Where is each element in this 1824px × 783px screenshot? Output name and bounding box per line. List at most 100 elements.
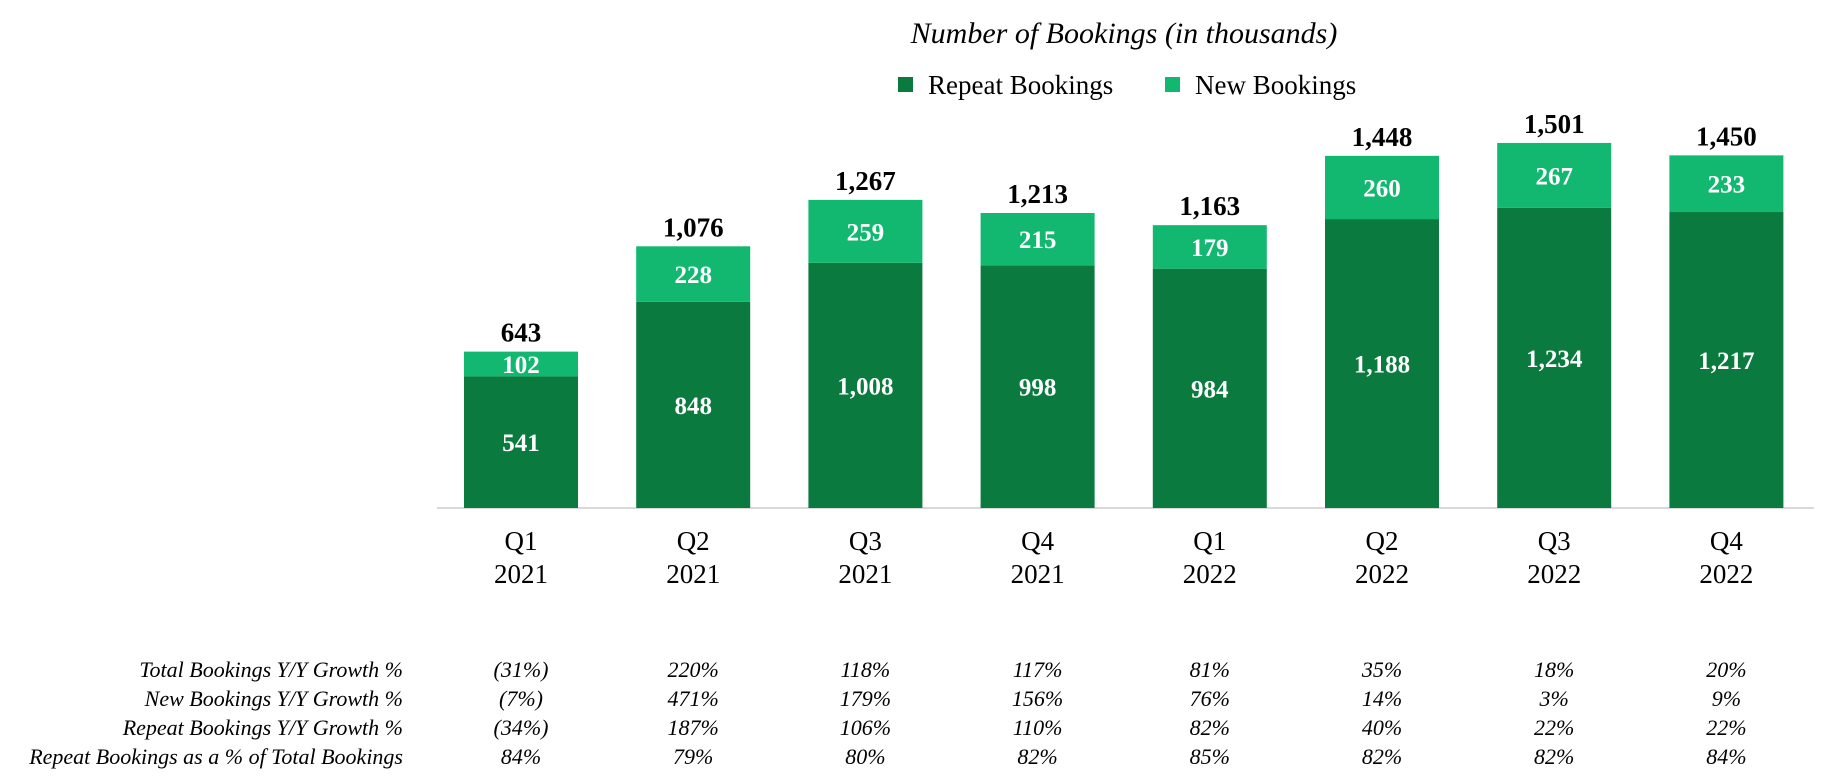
x-label-quarter-5: Q2 — [1366, 526, 1399, 556]
metric-value-1-1: 471% — [668, 686, 719, 711]
x-label-quarter-7: Q4 — [1710, 526, 1743, 556]
label-repeat-6: 1,234 — [1526, 346, 1583, 373]
label-new-4: 179 — [1191, 235, 1229, 262]
legend: Repeat Bookings New Bookings — [898, 70, 1356, 100]
x-label-quarter-3: Q4 — [1021, 526, 1054, 556]
metric-value-1-0: (7%) — [499, 686, 543, 711]
metric-value-0-6: 18% — [1534, 657, 1574, 682]
label-total-0: 643 — [501, 318, 542, 348]
metric-value-1-6: 3% — [1539, 686, 1569, 711]
metric-value-2-3: 110% — [1013, 715, 1063, 740]
x-label-quarter-4: Q1 — [1193, 526, 1226, 556]
x-label-year-1: 2021 — [666, 559, 720, 589]
bar-new-4 — [1152, 225, 1267, 269]
bar-repeat-5 — [1325, 219, 1439, 508]
metric-value-0-4: 81% — [1190, 657, 1230, 682]
metric-value-2-7: 22% — [1706, 715, 1746, 740]
metric-value-0-2: 118% — [841, 657, 891, 682]
metric-value-0-3: 117% — [1013, 657, 1063, 682]
metric-value-0-1: 220% — [668, 657, 719, 682]
bar-repeat-0 — [464, 376, 578, 508]
legend-label-0: Repeat Bookings — [928, 70, 1113, 100]
label-total-6: 1,501 — [1524, 109, 1585, 139]
label-new-2: 259 — [847, 219, 885, 246]
x-label-year-5: 2022 — [1355, 559, 1409, 589]
bar-new-1 — [636, 246, 751, 302]
x-label-year-3: 2021 — [1011, 559, 1065, 589]
bar-new-0 — [464, 351, 578, 377]
legend-label-1: New Bookings — [1195, 70, 1356, 100]
label-new-6: 267 — [1535, 163, 1573, 190]
metric-value-0-7: 20% — [1706, 657, 1746, 682]
x-label-year-7: 2022 — [1699, 559, 1753, 589]
metric-value-0-5: 35% — [1361, 657, 1402, 682]
metric-value-2-4: 82% — [1190, 715, 1230, 740]
metric-value-3-5: 82% — [1362, 744, 1402, 769]
bar-new-2 — [808, 199, 923, 263]
metric-value-1-5: 14% — [1362, 686, 1402, 711]
metric-row-label-3: Repeat Bookings as a % of Total Bookings — [28, 744, 403, 769]
bar-repeat-2 — [808, 262, 923, 508]
label-total-7: 1,450 — [1696, 121, 1757, 151]
metric-value-3-6: 82% — [1534, 744, 1574, 769]
metric-value-3-2: 80% — [845, 744, 885, 769]
metric-value-2-6: 22% — [1534, 715, 1574, 740]
metric-value-1-2: 179% — [840, 686, 891, 711]
label-total-4: 1,163 — [1179, 191, 1240, 221]
metric-value-2-5: 40% — [1362, 715, 1402, 740]
x-label-year-2: 2021 — [838, 559, 892, 589]
x-label-year-4: 2022 — [1183, 559, 1237, 589]
x-label-quarter-1: Q2 — [677, 526, 710, 556]
label-repeat-4: 984 — [1191, 376, 1229, 403]
x-axis-labels: Q12021Q22021Q32021Q42021Q12022Q22022Q320… — [494, 526, 1753, 589]
chart-title: Number of Bookings (in thousands) — [910, 17, 1338, 50]
metric-value-3-4: 85% — [1190, 744, 1230, 769]
label-new-3: 215 — [1019, 227, 1057, 254]
metric-value-0-0: (31%) — [494, 657, 549, 682]
x-label-quarter-6: Q3 — [1538, 526, 1571, 556]
bar-repeat-7 — [1669, 212, 1784, 508]
bar-repeat-6 — [1497, 207, 1612, 508]
metric-value-3-0: 84% — [501, 744, 541, 769]
legend-swatch-1 — [1165, 77, 1180, 92]
bar-new-6 — [1497, 142, 1612, 208]
label-repeat-0: 541 — [502, 430, 540, 457]
label-repeat-3: 998 — [1019, 375, 1057, 402]
metric-row-label-1: New Bookings Y/Y Growth % — [144, 686, 403, 711]
label-repeat-7: 1,217 — [1698, 348, 1754, 375]
metric-value-3-1: 79% — [673, 744, 713, 769]
metric-value-2-1: 187% — [668, 715, 719, 740]
label-new-0: 102 — [502, 352, 540, 379]
bar-new-5 — [1325, 155, 1439, 220]
label-new-7: 233 — [1708, 172, 1746, 199]
label-total-5: 1,448 — [1352, 122, 1413, 152]
label-total-2: 1,267 — [835, 166, 896, 196]
label-repeat-1: 848 — [674, 393, 712, 420]
bar-repeat-4 — [1152, 268, 1267, 508]
metric-value-1-4: 76% — [1190, 686, 1230, 711]
metric-value-2-2: 106% — [840, 715, 891, 740]
legend-swatch-0 — [898, 77, 913, 92]
bar-repeat-1 — [636, 301, 751, 508]
label-total-3: 1,213 — [1007, 179, 1068, 209]
metrics-table: Total Bookings Y/Y Growth % (31%) 220% 118%… — [28, 657, 1746, 769]
metric-value-1-3: 156% — [1012, 686, 1063, 711]
bar-new-7 — [1669, 155, 1784, 213]
label-new-5: 260 — [1363, 175, 1401, 202]
metric-value-3-7: 84% — [1706, 744, 1746, 769]
x-label-year-6: 2022 — [1527, 559, 1581, 589]
metric-value-1-7: 9% — [1712, 686, 1741, 711]
bars-group: 541 102 643 848 228 1,076 1,008 259 1,267 998 215 1… — [464, 109, 1784, 508]
label-new-1: 228 — [674, 262, 712, 289]
bar-repeat-3 — [980, 265, 1095, 508]
bar-new-3 — [980, 212, 1095, 266]
x-label-quarter-2: Q3 — [849, 526, 882, 556]
x-label-year-0: 2021 — [494, 559, 548, 589]
label-repeat-5: 1,188 — [1354, 352, 1410, 379]
metric-row-label-2: Repeat Bookings Y/Y Growth % — [122, 715, 403, 740]
metric-value-2-0: (34%) — [494, 715, 549, 740]
label-repeat-2: 1,008 — [837, 373, 893, 400]
label-total-1: 1,076 — [663, 212, 724, 242]
metric-row-label-0: Total Bookings Y/Y Growth % — [139, 657, 403, 682]
